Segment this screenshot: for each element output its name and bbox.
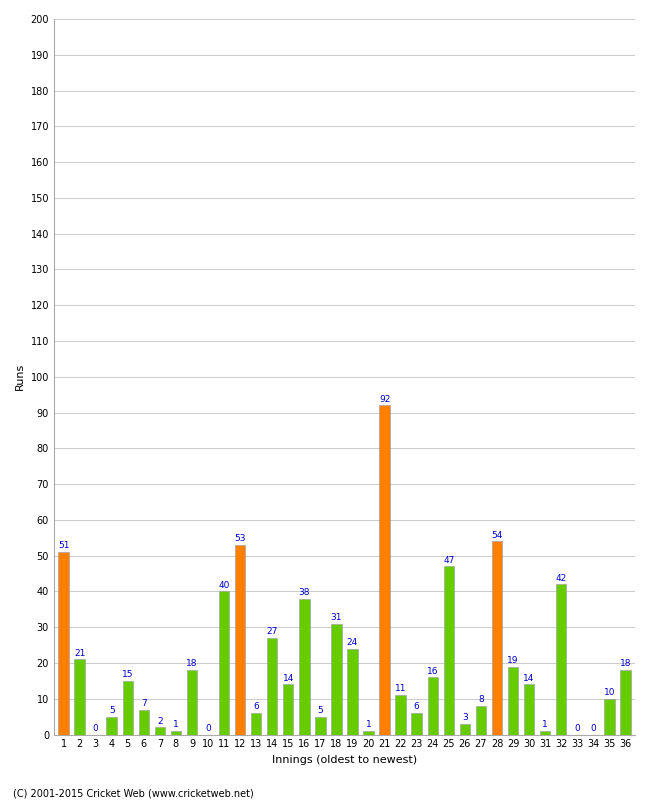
Text: 0: 0 — [590, 724, 596, 733]
Text: 5: 5 — [109, 706, 114, 715]
Text: 3: 3 — [462, 713, 468, 722]
Text: 16: 16 — [427, 666, 439, 675]
Bar — [123, 681, 133, 734]
Bar — [492, 542, 502, 734]
Text: 92: 92 — [379, 394, 390, 404]
Text: 51: 51 — [58, 542, 70, 550]
Bar — [508, 666, 518, 734]
Text: 15: 15 — [122, 670, 133, 679]
X-axis label: Innings (oldest to newest): Innings (oldest to newest) — [272, 755, 417, 765]
Bar — [283, 685, 294, 734]
Text: 0: 0 — [93, 724, 99, 733]
Bar — [58, 552, 69, 734]
Text: 21: 21 — [74, 649, 85, 658]
Bar — [540, 731, 551, 734]
Bar — [524, 685, 534, 734]
Bar — [187, 670, 197, 734]
Text: 1: 1 — [542, 720, 548, 730]
Bar — [219, 591, 229, 734]
Bar — [380, 406, 390, 734]
Bar — [476, 706, 486, 734]
Text: 54: 54 — [491, 530, 502, 539]
Text: 47: 47 — [443, 556, 454, 565]
Bar — [395, 695, 406, 734]
Bar — [235, 545, 245, 734]
Bar — [428, 678, 438, 734]
Text: 27: 27 — [266, 627, 278, 636]
Bar — [411, 713, 422, 734]
Bar — [460, 724, 470, 734]
Text: 1: 1 — [366, 720, 371, 730]
Y-axis label: Runs: Runs — [15, 363, 25, 390]
Text: 18: 18 — [186, 659, 198, 668]
Text: 14: 14 — [523, 674, 535, 682]
Text: 5: 5 — [317, 706, 323, 715]
Text: 1: 1 — [173, 720, 179, 730]
Text: 0: 0 — [205, 724, 211, 733]
Text: 11: 11 — [395, 685, 406, 694]
Text: 2: 2 — [157, 717, 162, 726]
Text: 10: 10 — [604, 688, 615, 697]
Text: 6: 6 — [414, 702, 419, 711]
Text: 38: 38 — [298, 588, 310, 597]
Bar — [556, 584, 566, 734]
Text: 7: 7 — [141, 698, 147, 708]
Bar — [251, 713, 261, 734]
Bar — [363, 731, 374, 734]
Text: 14: 14 — [283, 674, 294, 682]
Text: 42: 42 — [556, 574, 567, 582]
Bar — [171, 731, 181, 734]
Text: 40: 40 — [218, 581, 229, 590]
Bar — [155, 727, 165, 734]
Text: 31: 31 — [331, 613, 342, 622]
Text: 53: 53 — [235, 534, 246, 543]
Bar — [138, 710, 149, 734]
Bar — [604, 699, 614, 734]
Text: 19: 19 — [507, 656, 519, 665]
Bar — [332, 624, 342, 734]
Bar — [443, 566, 454, 734]
Bar — [347, 649, 358, 734]
Bar — [74, 659, 85, 734]
Text: 6: 6 — [254, 702, 259, 711]
Bar — [620, 670, 630, 734]
Bar — [267, 638, 278, 734]
Text: 0: 0 — [575, 724, 580, 733]
Bar — [315, 717, 326, 734]
Bar — [299, 598, 309, 734]
Text: 18: 18 — [619, 659, 631, 668]
Text: (C) 2001-2015 Cricket Web (www.cricketweb.net): (C) 2001-2015 Cricket Web (www.cricketwe… — [13, 788, 254, 798]
Bar — [107, 717, 117, 734]
Text: 8: 8 — [478, 695, 484, 704]
Text: 24: 24 — [347, 638, 358, 647]
